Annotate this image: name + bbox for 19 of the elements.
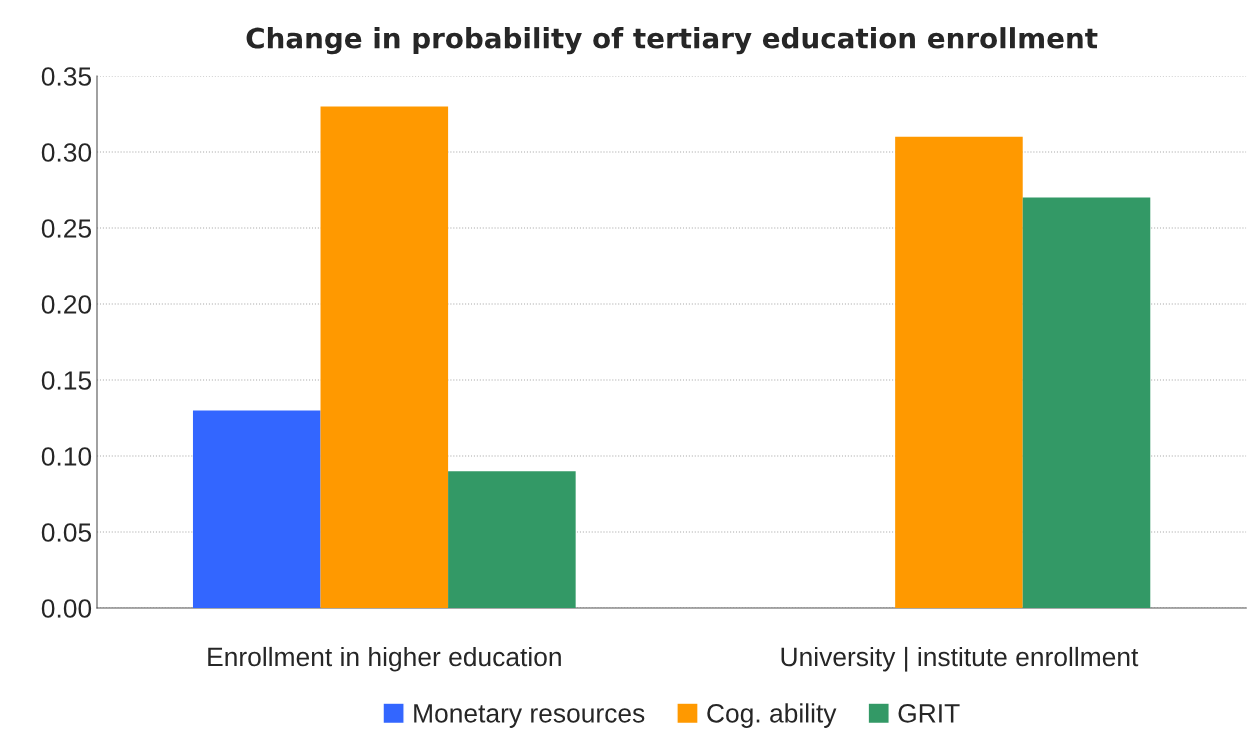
y-tick-label: 0.35: [41, 67, 92, 86]
legend-label: Cog. ability: [707, 703, 837, 728]
bar: [895, 136, 1023, 608]
bar: [192, 410, 321, 608]
legend-label: Monetary resources: [414, 704, 645, 728]
y-tick-label: 0.00: [41, 599, 92, 618]
y-tick-label: 0.15: [41, 371, 92, 390]
y-tick-label: 0.30: [41, 143, 92, 162]
y-tick-label: 0.25: [41, 219, 92, 238]
y-tick-label: 0.10: [41, 447, 92, 466]
legend-label: GRIT: [898, 703, 960, 723]
x-tick-label: Enrollment in higher education: [208, 646, 561, 672]
bar: [1022, 197, 1151, 608]
y-tick-label: 0.05: [41, 523, 92, 542]
bar: [448, 471, 576, 608]
chart-title: Change in probability of tertiary education enrollment: [246, 27, 1098, 55]
y-tick-label: 0.20: [41, 295, 92, 314]
bar: [320, 106, 449, 608]
x-tick-label: University | institute enrollment: [781, 646, 1139, 672]
